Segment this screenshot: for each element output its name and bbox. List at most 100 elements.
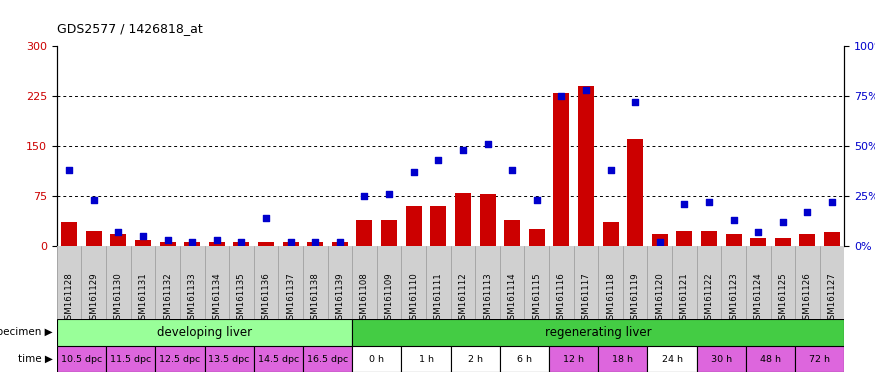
Text: 16.5 dpc: 16.5 dpc	[307, 354, 348, 364]
Point	[529, 197, 543, 203]
Bar	[528, 229, 545, 246]
Bar	[500, 346, 550, 372]
Point	[480, 141, 494, 147]
Bar	[775, 238, 791, 246]
Bar	[504, 220, 520, 246]
Point	[62, 167, 76, 173]
Bar	[455, 192, 471, 246]
Point	[579, 87, 593, 93]
Bar	[382, 220, 397, 246]
Text: 30 h: 30 h	[710, 354, 731, 364]
Point	[752, 229, 766, 235]
Bar	[209, 242, 225, 246]
Text: 11.5 dpc: 11.5 dpc	[110, 354, 151, 364]
Point	[87, 197, 101, 203]
Bar	[303, 346, 352, 372]
Bar	[258, 242, 274, 246]
Point	[604, 167, 618, 173]
Point	[407, 169, 421, 175]
Text: 1 h: 1 h	[418, 354, 433, 364]
Text: 10.5 dpc: 10.5 dpc	[61, 354, 102, 364]
Point	[382, 191, 396, 197]
Point	[234, 239, 248, 245]
Point	[284, 239, 298, 245]
Point	[358, 193, 372, 199]
Bar	[332, 242, 348, 246]
Bar	[578, 86, 594, 246]
Bar	[307, 242, 323, 246]
Point	[308, 239, 322, 245]
Text: 24 h: 24 h	[662, 354, 682, 364]
Bar	[57, 319, 352, 346]
Bar	[406, 206, 422, 246]
Bar	[725, 234, 742, 246]
Point	[161, 237, 175, 243]
Text: 14.5 dpc: 14.5 dpc	[258, 354, 299, 364]
Point	[186, 239, 200, 245]
Text: 2 h: 2 h	[468, 354, 483, 364]
Point	[825, 199, 839, 205]
Bar	[185, 242, 200, 246]
Point	[801, 209, 815, 215]
Bar	[824, 232, 840, 246]
Point	[332, 239, 346, 245]
Point	[776, 219, 790, 225]
Point	[259, 215, 273, 221]
Text: 12.5 dpc: 12.5 dpc	[159, 354, 200, 364]
Bar	[135, 240, 151, 246]
Bar	[356, 220, 373, 246]
Point	[653, 239, 667, 245]
Bar	[106, 346, 156, 372]
Point	[726, 217, 740, 223]
Bar	[402, 346, 451, 372]
Point	[555, 93, 569, 99]
Bar	[746, 346, 795, 372]
Text: 72 h: 72 h	[809, 354, 830, 364]
Bar	[676, 231, 692, 246]
Point	[677, 201, 691, 207]
Bar	[156, 346, 205, 372]
Bar	[57, 346, 106, 372]
Bar	[283, 242, 298, 246]
Text: 12 h: 12 h	[564, 354, 584, 364]
Bar	[480, 194, 495, 246]
Point	[111, 229, 125, 235]
Bar	[795, 346, 844, 372]
Bar	[652, 234, 668, 246]
Text: developing liver: developing liver	[157, 326, 252, 339]
Bar	[800, 234, 816, 246]
Bar	[352, 346, 402, 372]
Bar	[598, 346, 648, 372]
Bar	[110, 234, 126, 246]
Bar	[61, 222, 77, 246]
Point	[210, 237, 224, 243]
Point	[702, 199, 716, 205]
Bar	[553, 93, 570, 246]
Bar	[205, 346, 254, 372]
Bar	[234, 242, 249, 246]
Text: 0 h: 0 h	[369, 354, 384, 364]
Bar	[254, 346, 303, 372]
Bar	[701, 231, 717, 246]
Bar	[550, 346, 598, 372]
Text: 13.5 dpc: 13.5 dpc	[208, 354, 250, 364]
Bar	[750, 238, 766, 246]
Text: 48 h: 48 h	[760, 354, 781, 364]
Bar	[451, 346, 500, 372]
Text: regenerating liver: regenerating liver	[545, 326, 652, 339]
Text: 18 h: 18 h	[612, 354, 634, 364]
Point	[136, 233, 150, 239]
Bar	[648, 346, 696, 372]
Bar	[352, 319, 844, 346]
Bar	[603, 222, 619, 246]
Bar	[86, 231, 102, 246]
Bar	[627, 139, 643, 246]
Bar	[159, 242, 176, 246]
Point	[505, 167, 519, 173]
Text: 6 h: 6 h	[517, 354, 532, 364]
Bar	[430, 206, 446, 246]
Text: time ▶: time ▶	[18, 354, 52, 364]
Point	[431, 157, 445, 163]
Point	[456, 147, 470, 153]
Text: specimen ▶: specimen ▶	[0, 327, 52, 337]
